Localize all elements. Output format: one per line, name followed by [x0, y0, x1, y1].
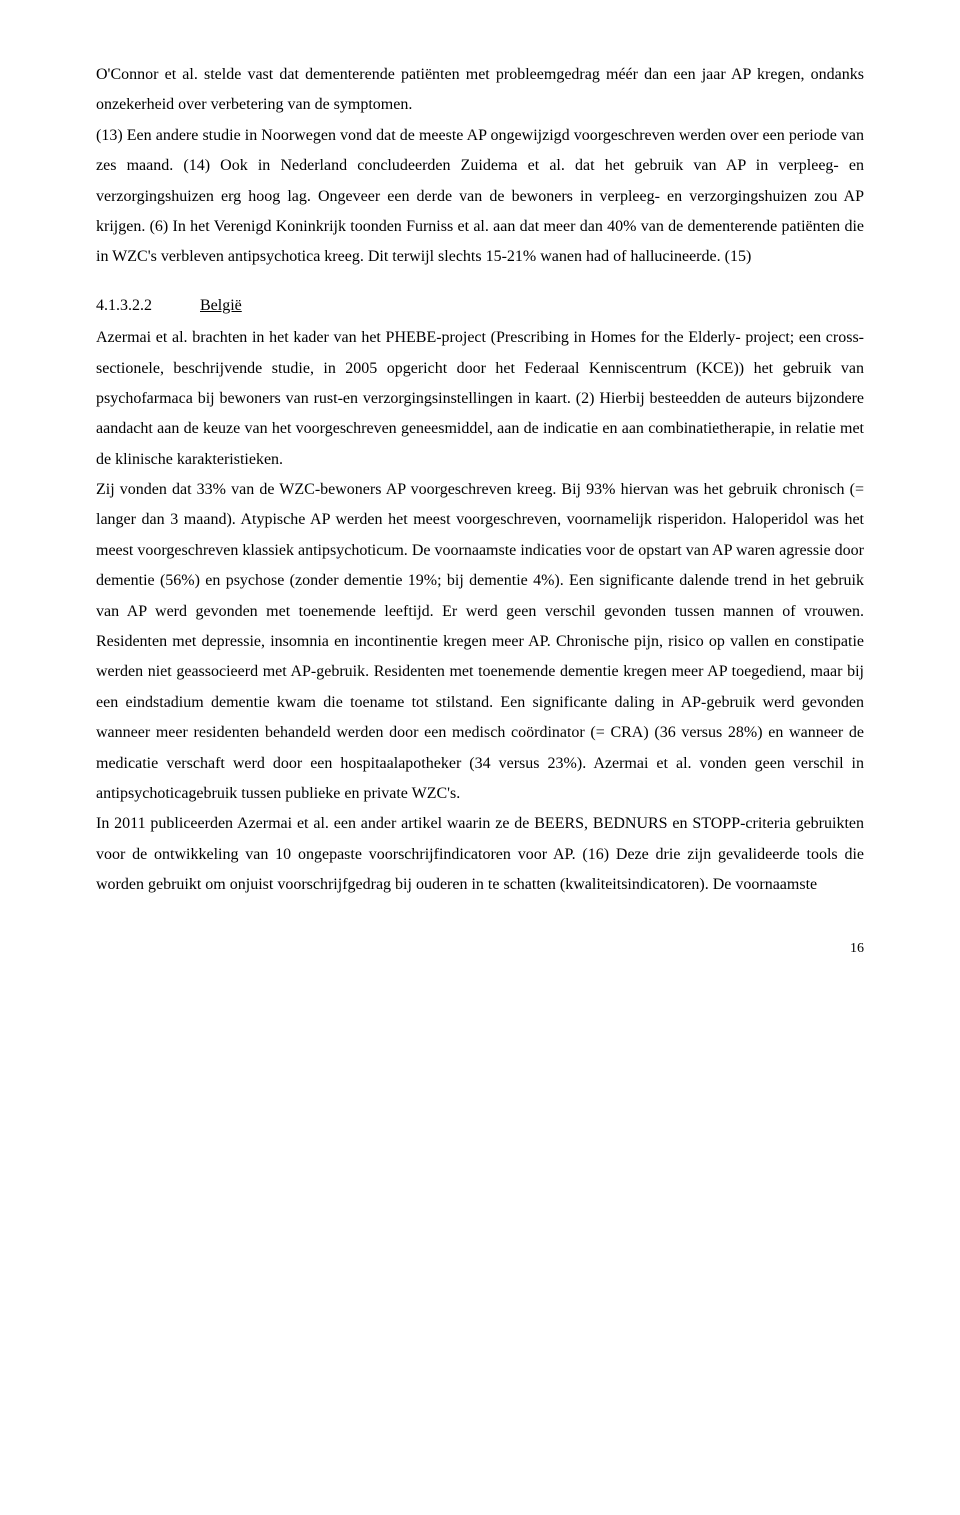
- paragraph-4: Zij vonden dat 33% van de WZC-bewoners A…: [96, 475, 864, 809]
- page-number: 16: [96, 941, 864, 957]
- paragraph-3: Azermai et al. brachten in het kader van…: [96, 323, 864, 475]
- paragraph-5: In 2011 publiceerden Azermai et al. een …: [96, 809, 864, 900]
- paragraph-2: (13) Een andere studie in Noorwegen vond…: [96, 121, 864, 273]
- paragraph-1: O'Connor et al. stelde vast dat dementer…: [96, 60, 864, 121]
- section-number: 4.1.3.2.2: [96, 291, 152, 321]
- section-heading: 4.1.3.2.2 België: [96, 291, 864, 321]
- section-label: België: [200, 297, 242, 314]
